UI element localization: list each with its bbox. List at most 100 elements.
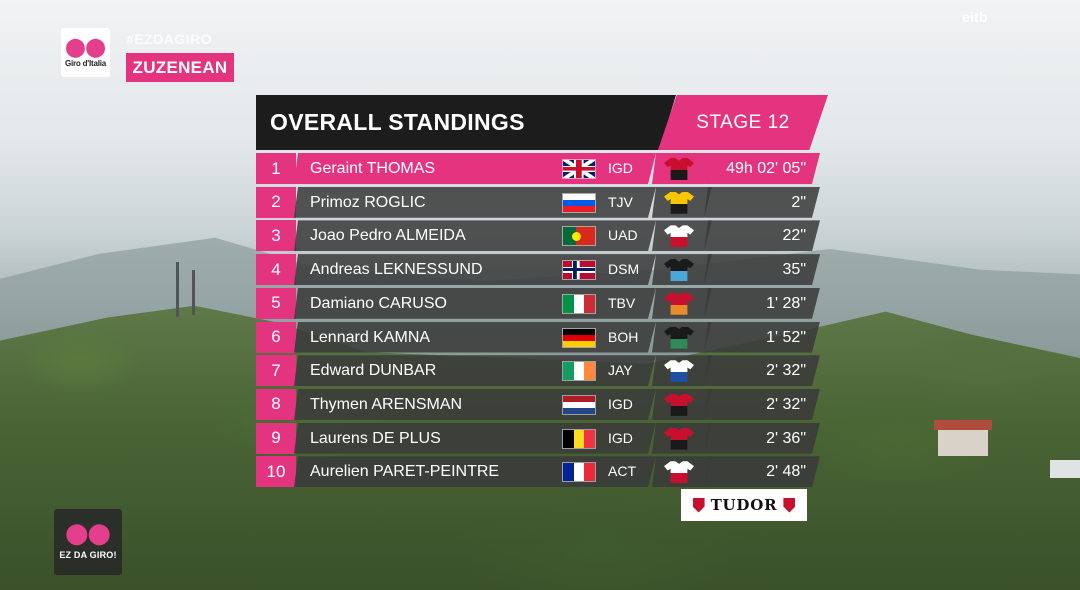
bicycle-icon: ⬤⬤ <box>65 523 111 545</box>
time-bar <box>704 220 820 251</box>
country-flag-icon <box>562 462 596 483</box>
bicycle-icon: ⬤⬤ <box>65 36 106 57</box>
country-flag-icon <box>562 361 596 382</box>
country-flag-icon <box>562 192 596 213</box>
rank: 1 <box>256 153 296 184</box>
team-jersey-icon <box>664 461 694 484</box>
rank: 6 <box>256 321 296 353</box>
team-code: IGD <box>608 429 633 446</box>
team-jersey-icon <box>664 225 694 248</box>
rank: 10 <box>256 456 296 488</box>
standings-row: 3 Joao Pedro ALMEIDA UAD 22" <box>256 220 821 252</box>
gap-time: 2' 32" <box>766 362 806 380</box>
team-jersey-icon <box>664 326 694 349</box>
rank: 7 <box>256 355 296 387</box>
team-jersey-icon <box>664 259 694 282</box>
gap-time: 49h 02' 05" <box>726 160 806 177</box>
rider-name: Joao Pedro ALMEIDA <box>310 227 466 245</box>
team-code: BOH <box>608 328 639 345</box>
rank: 8 <box>256 388 296 420</box>
rider-name: Geraint THOMAS <box>310 160 436 177</box>
time-bar <box>704 187 820 218</box>
ezdagiro-badge: ⬤⬤ EZ DA GIRO! <box>54 509 122 575</box>
country-flag-icon <box>562 327 596 348</box>
standings-row: 9 Laurens DE PLUS IGD 2' 36" <box>256 422 821 454</box>
rider-name: Andreas LEKNESSUND <box>310 261 483 279</box>
country-flag-icon <box>562 260 596 281</box>
time-bar <box>704 355 820 386</box>
standings-header: OVERALL STANDINGS <box>256 95 676 150</box>
house <box>1050 460 1080 478</box>
gap-time: 35" <box>782 261 806 279</box>
badge-text: EZ DA GIRO! <box>59 550 117 560</box>
rider-name: Primoz ROGLIC <box>310 193 426 211</box>
rank: 9 <box>256 422 296 454</box>
rank: 2 <box>256 186 296 218</box>
rider-name: Edward DUNBAR <box>310 362 437 380</box>
sponsor-name: TUDOR <box>710 496 778 514</box>
team-code: ACT <box>608 463 636 480</box>
sponsor-tudor: TUDOR <box>681 489 807 521</box>
rider-name: Laurens DE PLUS <box>310 429 441 447</box>
team-code: UAD <box>608 227 638 244</box>
time-bar <box>704 288 820 319</box>
antenna-tower <box>176 262 179 317</box>
logo-text: Giro d'Italia <box>64 58 107 68</box>
standings-row: 8 Thymen ARENSMAN IGD 2' 32" <box>256 388 821 420</box>
team-jersey-icon <box>664 158 694 180</box>
gap-time: 1' 28" <box>766 294 806 312</box>
rider-name: Aurelien PARET-PEINTRE <box>310 463 500 481</box>
time-bar <box>704 153 820 184</box>
stage-header: STAGE 12 <box>658 95 828 150</box>
team-jersey-icon <box>664 393 694 416</box>
team-code: TBV <box>608 294 636 311</box>
gap-time: 2" <box>791 193 806 211</box>
standings-row: 6 Lennard KAMNA BOH 1' 52" <box>256 321 821 353</box>
shield-icon <box>692 497 705 513</box>
country-flag-icon <box>562 428 596 449</box>
team-jersey-icon <box>664 191 694 214</box>
gap-time: 2' 32" <box>766 395 806 413</box>
standings-row: 5 Damiano CARUSO TBV 1' 28" <box>256 287 821 319</box>
stage-label: STAGE 12 <box>696 111 790 133</box>
gap-time: 1' 52" <box>766 328 806 346</box>
country-flag-icon <box>562 159 596 179</box>
standings-title: OVERALL STANDINGS <box>270 109 525 135</box>
rank: 5 <box>256 287 296 319</box>
gap-time: 2' 48" <box>766 463 806 481</box>
time-bar <box>704 423 820 454</box>
gap-time: 2' 36" <box>766 429 806 447</box>
country-flag-icon <box>562 394 596 415</box>
standings-row: 10 Aurelien PARET-PEINTRE ACT 2' 48" <box>256 456 821 488</box>
standings-row: 2 Primoz ROGLIC TJV 2" <box>256 186 821 218</box>
standings-row: 7 Edward DUNBAR JAY 2' 32" <box>256 355 821 387</box>
time-bar <box>704 389 820 420</box>
time-bar <box>704 322 820 353</box>
team-code: DSM <box>608 261 640 278</box>
house <box>934 420 992 456</box>
standings-row: 4 Andreas LEKNESSUND DSM 35" <box>256 254 821 286</box>
standings-row: 1 Geraint THOMAS IGD 49h 02' 05" <box>256 153 821 184</box>
giro-logo: ⬤⬤ Giro d'Italia <box>61 28 110 77</box>
gap-time: 22" <box>782 227 806 245</box>
rider-name: Lennard KAMNA <box>310 328 431 346</box>
team-jersey-icon <box>664 427 694 450</box>
team-code: IGD <box>608 395 633 412</box>
rider-name: Damiano CARUSO <box>310 294 447 312</box>
team-jersey-icon <box>664 360 694 383</box>
team-jersey-icon <box>664 292 694 315</box>
time-bar <box>704 254 820 285</box>
rank: 4 <box>256 254 296 286</box>
antenna-tower <box>192 270 195 315</box>
hashtag: #EZDAGIRO <box>126 31 213 47</box>
time-bar <box>704 456 820 487</box>
team-code: TJV <box>608 193 633 210</box>
team-code: IGD <box>608 160 633 176</box>
rank: 3 <box>256 220 296 252</box>
shield-icon <box>783 497 796 513</box>
rider-name: Thymen ARENSMAN <box>310 395 463 413</box>
country-flag-icon <box>562 226 596 247</box>
country-flag-icon <box>562 293 596 314</box>
team-code: JAY <box>608 362 633 379</box>
live-badge: ZUZENEAN <box>126 53 234 82</box>
